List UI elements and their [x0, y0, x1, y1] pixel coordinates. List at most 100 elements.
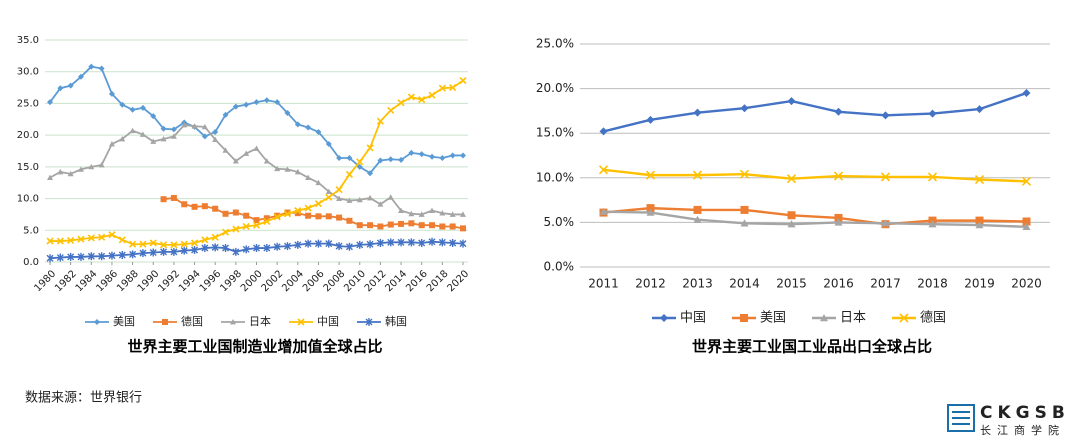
marker	[274, 165, 281, 172]
y-tick-label: 25.0	[17, 98, 39, 109]
marker	[160, 247, 168, 256]
marker	[787, 211, 796, 220]
marker	[222, 244, 230, 253]
marker	[170, 133, 177, 139]
marker	[336, 214, 343, 221]
marker	[335, 186, 343, 194]
x-tick-label: 2012	[635, 277, 666, 291]
marker	[221, 228, 230, 236]
chart-title: 世界主要工业国制造业增加值全球占比	[127, 338, 382, 356]
marker	[232, 209, 239, 216]
marker	[787, 220, 796, 228]
marker	[57, 85, 64, 92]
marker	[212, 128, 219, 135]
x-tick-label: 1996	[198, 268, 224, 294]
marker	[314, 200, 323, 208]
marker	[1022, 217, 1031, 226]
marker	[449, 152, 456, 159]
marker	[201, 123, 208, 130]
legend-marker	[94, 319, 100, 325]
marker	[387, 194, 394, 200]
y-tick-label: 5.0	[23, 225, 39, 236]
x-tick-label: 2020	[445, 268, 471, 294]
marker	[253, 244, 260, 253]
marker	[77, 252, 85, 261]
x-tick-label: 2014	[384, 268, 410, 294]
marker	[46, 237, 54, 245]
marker	[77, 73, 84, 80]
marker	[740, 219, 749, 227]
marker	[263, 158, 270, 164]
marker	[881, 111, 890, 120]
marker	[242, 222, 250, 231]
marker	[305, 124, 312, 131]
marker	[975, 221, 984, 229]
marker	[88, 163, 95, 170]
legend-item: 德国	[153, 314, 203, 328]
marker	[242, 245, 250, 254]
y-tick-label: 15.0%	[536, 126, 574, 140]
marker	[449, 223, 456, 230]
marker	[428, 237, 436, 246]
marker	[377, 223, 384, 230]
marker	[407, 238, 415, 247]
marker	[47, 174, 53, 181]
marker	[975, 216, 984, 225]
marker	[149, 239, 157, 247]
chart: 0.0% 5.0% 10.0% 15.0% 20.0% 25.0% 2011 2012 2013…	[536, 37, 1050, 356]
marker	[170, 241, 178, 249]
logo-sub: 长江商学院	[980, 423, 1065, 437]
marker	[408, 220, 415, 227]
marker	[459, 239, 467, 248]
x-tick-label: 2000	[239, 268, 265, 294]
marker	[294, 207, 302, 215]
chart: 0.05.010.015.020.025.030.035.01980198219…	[17, 35, 472, 356]
legend-item: 日本	[812, 311, 866, 326]
x-tick-label: 2006	[301, 268, 327, 294]
marker	[356, 163, 363, 170]
series-line	[49, 124, 463, 216]
marker	[418, 96, 426, 104]
marker	[928, 109, 937, 118]
marker	[336, 195, 343, 201]
marker	[927, 172, 938, 182]
marker	[599, 207, 608, 215]
marker	[150, 113, 157, 120]
marker	[108, 231, 116, 239]
marker	[263, 244, 271, 253]
x-tick-label: 1990	[136, 268, 162, 294]
marker	[149, 248, 157, 257]
legend-marker	[740, 314, 748, 322]
x-tick-label: 2004	[280, 268, 306, 294]
legend-marker	[162, 319, 168, 325]
marker	[98, 233, 106, 241]
marker	[283, 242, 291, 251]
series-line	[163, 197, 464, 230]
marker	[263, 97, 270, 104]
marker	[46, 254, 54, 263]
marker	[294, 121, 301, 128]
marker	[129, 250, 137, 259]
marker	[67, 252, 75, 261]
marker	[881, 219, 890, 227]
marker	[139, 131, 146, 137]
marker	[180, 240, 188, 248]
marker	[418, 151, 425, 158]
marker	[449, 238, 457, 247]
x-tick-label: 2008	[322, 268, 348, 294]
marker	[139, 104, 146, 111]
marker	[692, 170, 703, 180]
x-tick-label: 1998	[218, 268, 244, 294]
logo-icon	[947, 404, 975, 432]
marker	[408, 210, 415, 217]
marker	[356, 196, 363, 203]
marker	[232, 158, 239, 164]
marker	[645, 170, 656, 180]
x-tick-label: 1988	[115, 268, 141, 294]
marker	[315, 128, 322, 135]
marker	[222, 147, 229, 153]
marker	[57, 168, 64, 175]
marker	[294, 210, 301, 217]
marker	[160, 241, 168, 249]
marker	[232, 225, 240, 233]
